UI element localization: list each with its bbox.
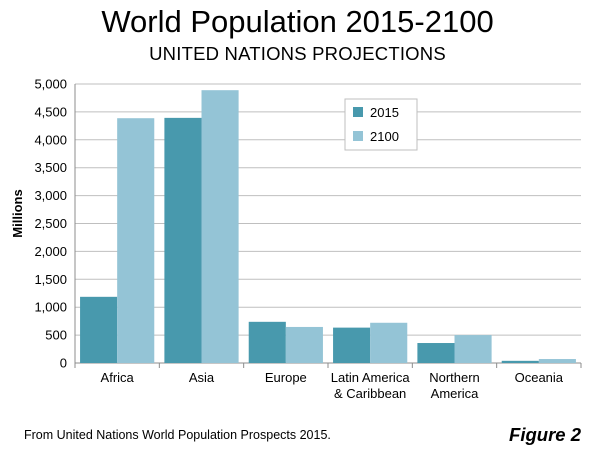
bars <box>80 90 576 364</box>
bar-chart: 0 500 1,000 1,500 2,000 2,500 3,000 3,500 4,000 4… <box>10 77 582 401</box>
x-tick-labels: Africa Asia Europe Latin America & Caribbean… <box>101 370 564 401</box>
y-tick-label: 1,000 <box>34 300 67 315</box>
x-tick-label: Northern America <box>429 370 480 401</box>
bar-2100-oceania <box>538 359 576 363</box>
y-tick-label: 1,500 <box>34 272 67 287</box>
legend: 2015 2100 <box>344 98 418 151</box>
x-tick-label: Europe <box>265 370 307 385</box>
y-tick-label: 5,000 <box>34 77 67 92</box>
source-note: From United Nations World Population Pro… <box>24 428 331 442</box>
bar-2015-oceania <box>501 360 539 363</box>
axes <box>74 84 582 368</box>
y-tick-labels: 0 500 1,000 1,500 2,000 2,500 3,000 3,500 4,000 4… <box>34 77 67 371</box>
chart-title: World Population 2015-2100 <box>101 4 494 39</box>
bar-2015-africa <box>80 296 118 363</box>
y-tick-label: 2,000 <box>34 244 67 259</box>
x-tick-label: Asia <box>189 370 215 385</box>
bar-2100-africa <box>117 118 155 363</box>
bar-2015-europe <box>248 321 286 363</box>
legend-label-2100: 2100 <box>370 129 399 144</box>
x-tick-label: Africa <box>101 370 135 385</box>
bar-2015-asia <box>164 117 202 363</box>
legend-label-2015: 2015 <box>370 105 399 120</box>
y-tick-label: 500 <box>45 328 67 343</box>
bar-2100-europe <box>285 326 323 363</box>
bar-2100-asia <box>201 90 239 364</box>
y-tick-label: 0 <box>60 356 67 371</box>
bar-2015-northern-america <box>417 343 455 363</box>
bar-2100-northern-america <box>454 335 492 363</box>
x-tick-label: Oceania <box>515 370 564 385</box>
y-tick-label: 2,500 <box>34 216 67 231</box>
gridlines <box>75 83 581 336</box>
legend-swatch-2015 <box>353 107 363 117</box>
y-tick-label: 3,000 <box>34 188 67 203</box>
y-tick-label: 4,000 <box>34 132 67 147</box>
y-axis-label: Millions <box>10 189 25 237</box>
figure-label: Figure 2 <box>509 424 581 445</box>
bar-2100-latin-america-caribbean <box>370 322 408 363</box>
chart-subtitle: UNITED NATIONS PROJECTIONS <box>149 43 446 64</box>
y-tick-label: 3,500 <box>34 160 67 175</box>
x-tick-label: Latin America & Caribbean <box>331 370 411 401</box>
y-tick-label: 4,500 <box>34 104 67 119</box>
legend-swatch-2100 <box>353 131 363 141</box>
bar-2015-latin-america-caribbean <box>333 327 371 363</box>
